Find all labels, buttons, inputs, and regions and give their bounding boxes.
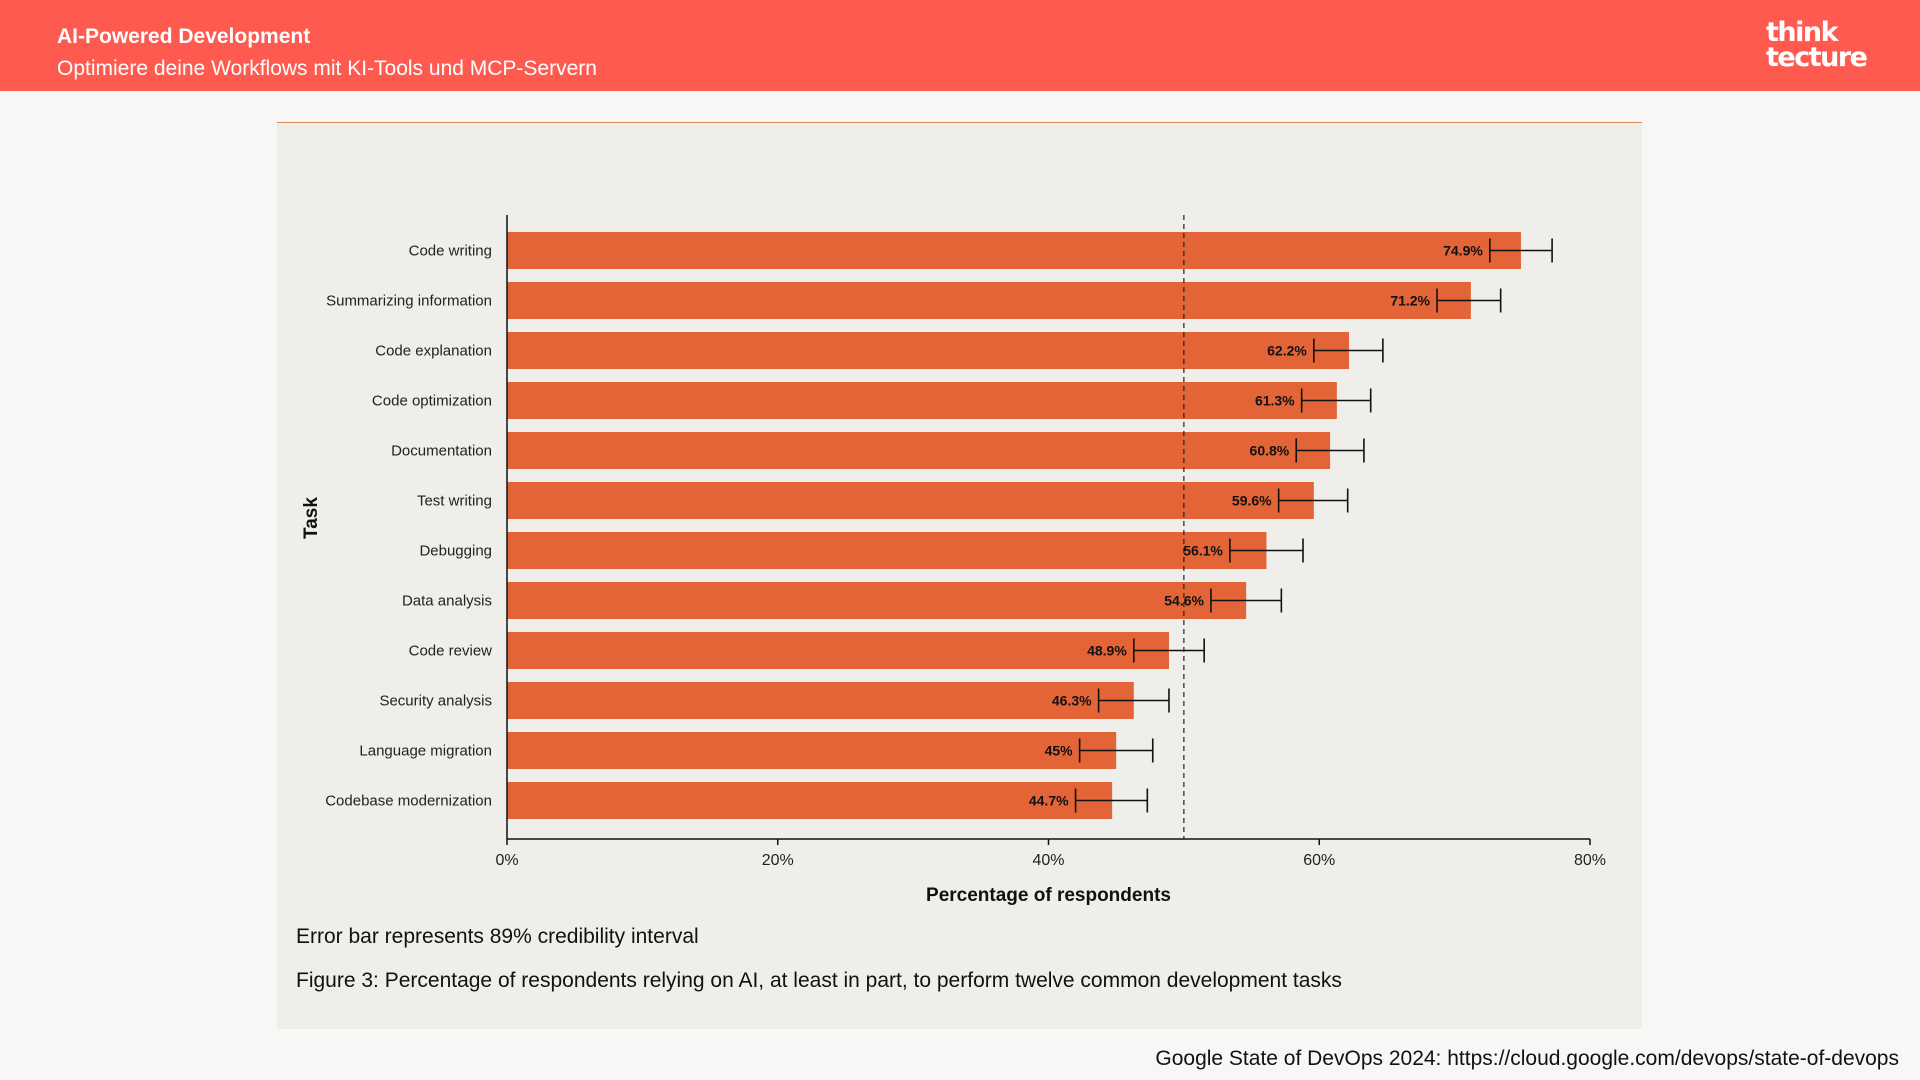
x-tick-label: 80% <box>1574 852 1606 869</box>
source-citation: Google State of DevOps 2024: https://clo… <box>1155 1047 1899 1070</box>
x-tick-label: 40% <box>1032 852 1064 869</box>
presentation-subtitle: Optimiere deine Workflows mit KI-Tools u… <box>57 57 597 80</box>
y-axis-title: Task <box>301 497 322 539</box>
category-label: Code writing <box>409 243 492 260</box>
category-label: Code review <box>409 643 493 660</box>
bar-value-label: 60.8% <box>1250 443 1290 459</box>
bar <box>507 782 1113 819</box>
category-label: Code optimization <box>372 393 492 410</box>
category-label: Security analysis <box>379 693 492 710</box>
category-label: Codebase modernization <box>325 793 492 810</box>
bar <box>507 332 1350 369</box>
x-tick-label: 60% <box>1303 852 1335 869</box>
presentation-title: AI-Powered Development <box>57 25 311 48</box>
x-axis-title: Percentage of respondents <box>926 885 1171 906</box>
x-tick-label: 0% <box>495 852 518 869</box>
category-label: Documentation <box>391 443 492 460</box>
category-label: Test writing <box>417 493 492 510</box>
category-label: Debugging <box>419 543 492 560</box>
thinktecture-logo: think tecture <box>1766 17 1868 73</box>
bar <box>507 282 1471 319</box>
bar-value-label: 56.1% <box>1183 543 1223 559</box>
bar <box>507 732 1117 769</box>
bar-chart: 74.9% Code writing 71.2% Summarizing inform… <box>301 215 1606 906</box>
category-label: Code explanation <box>375 343 492 360</box>
logo-line-1: think <box>1766 17 1839 48</box>
bar <box>507 232 1521 269</box>
bar-value-label: 45% <box>1045 743 1074 759</box>
bar <box>507 682 1134 719</box>
bar-value-label: 54.6% <box>1164 593 1204 609</box>
bar-value-label: 61.3% <box>1255 393 1295 409</box>
bar-value-label: 44.7% <box>1029 793 1069 809</box>
x-tick-label: 20% <box>762 852 794 869</box>
logo-line-2: tecture <box>1766 42 1868 73</box>
bar-value-label: 74.9% <box>1443 243 1483 259</box>
figure-caption: Figure 3: Percentage of respondents rely… <box>296 969 1342 992</box>
bar <box>507 482 1314 519</box>
figure-panel: 74.9% Code writing 71.2% Summarizing inform… <box>277 122 1642 1029</box>
category-label: Summarizing information <box>326 293 492 310</box>
bar <box>507 632 1169 669</box>
error-bar-note: Error bar represents 89% credibility int… <box>296 925 699 948</box>
bar-value-label: 62.2% <box>1267 343 1307 359</box>
header-bar: AI-Powered Development Optimiere deine W… <box>0 0 1920 91</box>
bar-value-label: 46.3% <box>1052 693 1092 709</box>
category-label: Language migration <box>359 743 492 760</box>
bar <box>507 582 1247 619</box>
bar-value-label: 71.2% <box>1390 293 1430 309</box>
bar-value-label: 59.6% <box>1232 493 1272 509</box>
bar <box>507 382 1337 419</box>
category-label: Data analysis <box>402 593 492 610</box>
bar-value-label: 48.9% <box>1087 643 1127 659</box>
bar <box>507 432 1331 469</box>
bar <box>507 532 1267 569</box>
